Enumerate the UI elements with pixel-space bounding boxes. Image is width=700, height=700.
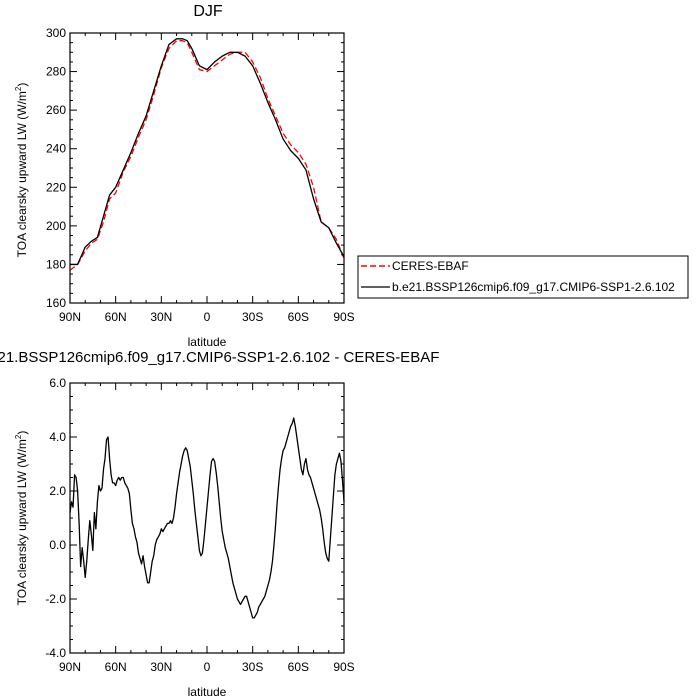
lower-series-group (69, 417, 345, 619)
upper-x-tick-label: 60N (105, 310, 127, 324)
lower-panel: b.e21.BSSP126cmip6.f09_g17.CMIP6-SSP1-2.… (0, 349, 439, 699)
lower-y-tick-label: 0.0 (49, 538, 66, 552)
upper-x-tick-label: 90N (59, 310, 81, 324)
lower-chart-title: b.e21.BSSP126cmip6.f09_g17.CMIP6-SSP1-2.… (0, 349, 439, 366)
upper-y-tick-label: 160 (46, 296, 66, 310)
upper-x-tick-label: 60S (288, 310, 309, 324)
upper-y-tick-label: 280 (46, 65, 66, 79)
lower-y-axis-label: TOA clearsky upward LW (W/m2) (14, 431, 29, 606)
upper-series-group (69, 38, 345, 271)
upper-plot-frame (69, 32, 345, 304)
upper-series-line-0 (69, 40, 345, 271)
legend-label-model: b.e21.BSSP126cmip6.f09_g17.CMIP6-SSP1-2.… (392, 280, 675, 294)
lower-x-tick-label: 60S (288, 660, 309, 674)
upper-tick-labels: 90N 60N 30N 0 30S 60S 90S 160 180 200 220 240 260 280… (46, 26, 355, 324)
lower-tick-labels: 90N 60N 30N 0 30S 60S 90S -4.0 -2.0 0.0 2.0 4.0 6.0 (45, 376, 354, 674)
upper-x-axis-label: latitude (188, 335, 227, 349)
upper-series-line-1 (70, 38, 345, 266)
upper-y-axis-label: TOA clearsky upward LW (W/m2) (14, 83, 29, 258)
lower-x-tick-label: 30S (242, 660, 263, 674)
lower-plot-frame (69, 382, 345, 654)
lower-x-axis-label: latitude (188, 685, 227, 699)
upper-x-tick-label: 30N (150, 310, 172, 324)
upper-x-tick-label: 90S (333, 310, 354, 324)
lower-x-tick-label: 90S (333, 660, 354, 674)
upper-x-tick-label: 30S (242, 310, 263, 324)
upper-y-tick-label: 220 (46, 180, 66, 194)
legend-box (357, 255, 689, 299)
lower-series-line-0 (69, 417, 345, 619)
upper-y-tick-label: 180 (46, 257, 66, 271)
lower-y-tick-label: -2.0 (45, 592, 66, 606)
lower-x-tick-label: 90N (59, 660, 81, 674)
legend-label-ceres-ebaf: CERES-EBAF (392, 259, 469, 273)
lower-y-tick-label: 4.0 (49, 430, 66, 444)
upper-axis-ticks (69, 32, 345, 304)
upper-panel: DJF 90N 60N 30N 0 30S 60S 90S 160 180 200 220 240 26… (14, 3, 355, 349)
lower-x-tick-label: 0 (204, 660, 211, 674)
lower-y-tick-label: -4.0 (45, 646, 66, 660)
legend: CERES-EBAF b.e21.BSSP126cmip6.f09_g17.CM… (357, 255, 689, 299)
upper-y-tick-label: 300 (46, 26, 66, 40)
lower-axis-ticks (69, 382, 345, 654)
lower-x-tick-label: 30N (150, 660, 172, 674)
upper-y-tick-label: 200 (46, 219, 66, 233)
lower-y-tick-label: 2.0 (49, 484, 66, 498)
upper-y-tick-label: 240 (46, 142, 66, 156)
upper-x-tick-label: 0 (204, 310, 211, 324)
lower-x-tick-label: 60N (105, 660, 127, 674)
upper-chart-title: DJF (193, 3, 223, 20)
upper-y-tick-label: 260 (46, 103, 66, 117)
lower-y-tick-label: 6.0 (49, 376, 66, 390)
